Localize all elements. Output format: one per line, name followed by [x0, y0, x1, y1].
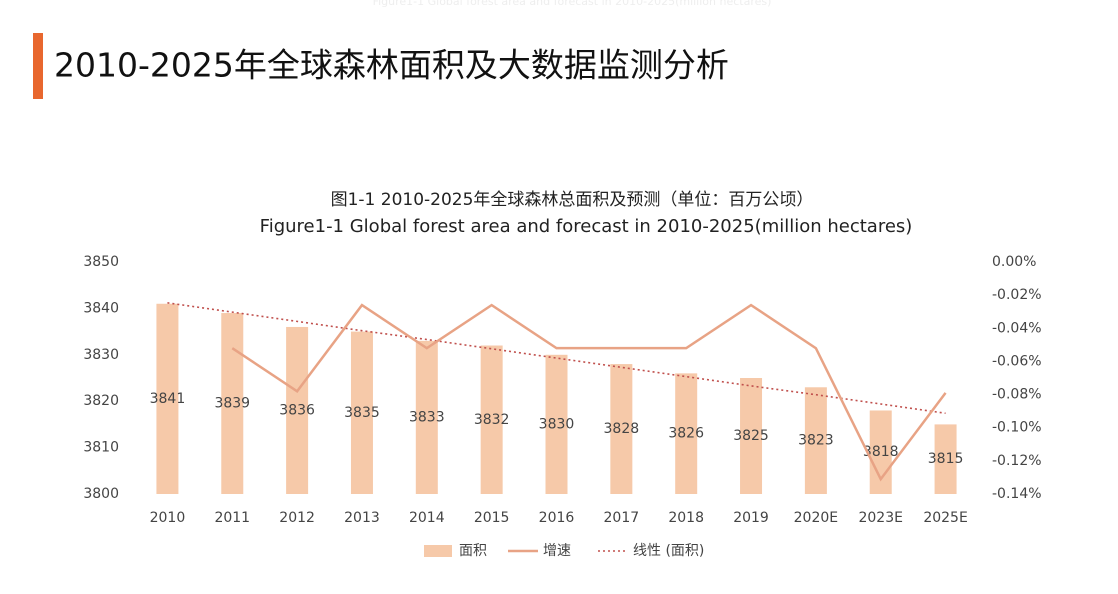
- data-label: 3835: [344, 405, 380, 421]
- x-tick-label: 2010: [150, 510, 186, 526]
- bar: [286, 326, 309, 494]
- bar: [804, 387, 827, 494]
- watermark: Figure1-1 Global forest area and forecas…: [373, 0, 772, 8]
- bar: [934, 424, 957, 494]
- x-tick-label: 2019: [733, 510, 769, 526]
- bar: [156, 303, 179, 494]
- y2-tick-label: -0.08%: [992, 387, 1042, 403]
- y2-tick-label: -0.10%: [992, 420, 1042, 436]
- bar: [221, 313, 244, 494]
- data-label: 3815: [928, 451, 964, 467]
- data-label: 3833: [409, 409, 445, 425]
- y2-tick-label: -0.14%: [992, 486, 1042, 502]
- data-label: 3841: [150, 391, 186, 407]
- x-tick-label: 2013: [344, 510, 380, 526]
- data-label: 3818: [863, 444, 899, 460]
- y-tick-label: 3820: [83, 393, 119, 409]
- data-label: 3839: [214, 396, 250, 412]
- legend-label: 增速: [543, 543, 571, 559]
- data-label: 3826: [668, 426, 704, 442]
- y2-tick-label: -0.12%: [992, 453, 1042, 469]
- y-tick-label: 3830: [83, 347, 119, 363]
- chart-title: 图1-1 2010-2025年全球森林总面积及预测（单位：百万公顷）: [331, 190, 814, 210]
- data-label: 3830: [539, 416, 575, 432]
- x-tick-label: 2012: [279, 510, 315, 526]
- bar: [415, 340, 438, 494]
- data-label: 3828: [604, 421, 640, 437]
- bar: [350, 331, 373, 494]
- x-tick-label: 2023E: [858, 510, 902, 526]
- trend-line: [167, 302, 946, 415]
- y2-tick-label: -0.04%: [992, 320, 1042, 336]
- legend-label: 面积: [459, 543, 487, 559]
- bar: [545, 354, 568, 494]
- y-tick-label: 3850: [83, 254, 119, 270]
- y-tick-label: 3800: [83, 486, 119, 502]
- bar: [740, 378, 763, 494]
- y-tick-label: 3810: [83, 440, 119, 456]
- bar: [610, 364, 633, 494]
- bar: [480, 345, 503, 494]
- data-label: 3836: [279, 402, 315, 418]
- x-tick-label: 2017: [604, 510, 640, 526]
- legend-label: 线性 (面积): [633, 543, 704, 559]
- data-label: 3825: [733, 428, 769, 444]
- legend-swatch: [424, 545, 452, 557]
- y2-tick-label: -0.02%: [992, 287, 1042, 303]
- y2-tick-label: -0.06%: [992, 353, 1042, 369]
- page-title: 2010-2025年全球森林面积及大数据监测分析: [54, 46, 729, 85]
- x-tick-label: 2020E: [794, 510, 838, 526]
- data-label: 3823: [798, 433, 834, 449]
- x-tick-label: 2025E: [923, 510, 967, 526]
- bar: [675, 373, 698, 494]
- x-tick-label: 2016: [539, 510, 575, 526]
- x-tick-label: 2014: [409, 510, 445, 526]
- x-tick-label: 2015: [474, 510, 510, 526]
- y2-tick-label: 0.00%: [992, 254, 1036, 270]
- data-label: 3832: [474, 412, 510, 428]
- x-tick-label: 2018: [668, 510, 704, 526]
- y-tick-label: 3840: [83, 300, 119, 316]
- title-accent: [33, 33, 43, 99]
- chart-subtitle: Figure1-1 Global forest area and forecas…: [260, 216, 913, 237]
- x-tick-label: 2011: [214, 510, 250, 526]
- growth-line: [231, 303, 947, 482]
